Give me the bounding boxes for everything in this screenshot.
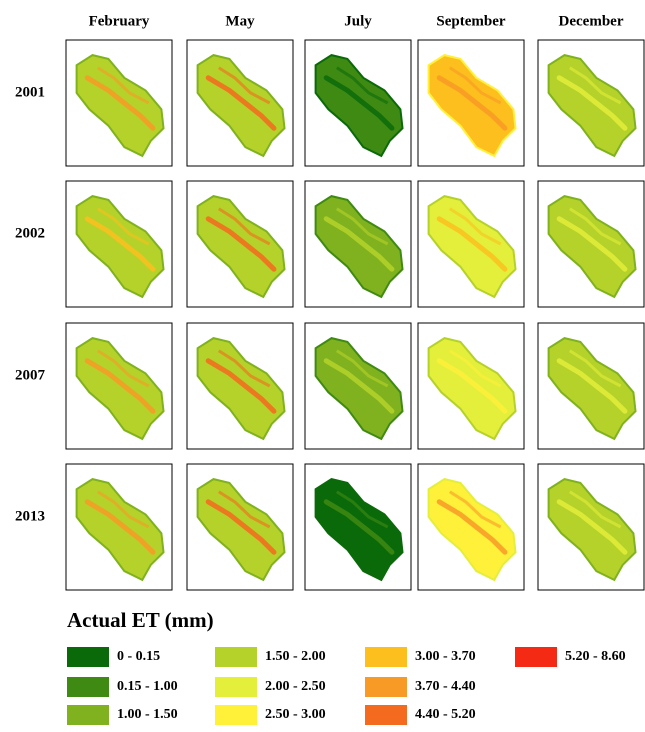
legend-swatch: [365, 677, 407, 697]
legend-label: 0 - 0.15: [117, 649, 160, 664]
legend-label: 2.50 - 3.00: [265, 707, 326, 722]
legend-label: 1.50 - 2.00: [265, 649, 326, 664]
column-header: July: [344, 13, 372, 29]
row-label: 2007: [15, 367, 46, 383]
legend-label: 1.00 - 1.50: [117, 707, 178, 722]
legend-swatch: [67, 647, 109, 667]
legend-label: 5.20 - 8.60: [565, 649, 626, 664]
legend-swatch: [365, 705, 407, 725]
legend-label: 2.00 - 2.50: [265, 679, 326, 694]
legend-label: 3.00 - 3.70: [415, 649, 476, 664]
legend-swatch: [215, 677, 257, 697]
legend-swatch: [215, 647, 257, 667]
legend-swatch: [365, 647, 407, 667]
legend-swatch: [67, 705, 109, 725]
legend-swatch: [215, 705, 257, 725]
row-label: 2013: [15, 508, 45, 524]
figure: Actual ET (mm) February May July September D…: [0, 0, 645, 727]
legend-label: 3.70 - 4.40: [415, 679, 476, 694]
row-label: 2002: [15, 225, 45, 241]
legend-swatch: [515, 647, 557, 667]
column-header: September: [436, 13, 505, 29]
legend-label: 0.15 - 1.00: [117, 679, 178, 694]
column-header: February: [89, 13, 150, 29]
legend-label: 4.40 - 5.20: [415, 707, 476, 722]
row-label: 2001: [15, 84, 45, 100]
legend-swatch: [67, 677, 109, 697]
legend-title: Actual ET (mm): [67, 608, 214, 632]
column-header: December: [559, 13, 624, 29]
column-header: May: [225, 13, 255, 29]
